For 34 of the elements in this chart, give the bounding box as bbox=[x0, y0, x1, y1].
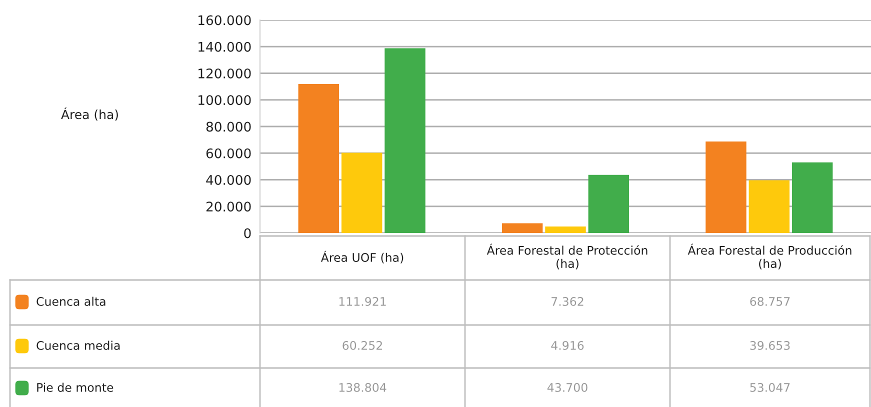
bar bbox=[545, 226, 586, 233]
legend-label: Cuenca alta bbox=[36, 296, 106, 306]
data-label: 39.653 bbox=[750, 340, 790, 350]
data-label: 138.804 bbox=[339, 382, 386, 392]
data-label: 68.757 bbox=[750, 296, 790, 306]
legend-label: Cuenca media bbox=[36, 340, 120, 350]
x-tick-label: Área Forestal de Protección (ha) bbox=[486, 244, 648, 270]
data-label: 4.916 bbox=[551, 340, 584, 350]
y-tick-label: 160.000 bbox=[198, 15, 251, 26]
legend-label: Pie de monte bbox=[37, 382, 114, 392]
bar bbox=[341, 152, 382, 233]
bar bbox=[588, 174, 630, 233]
bar bbox=[298, 84, 340, 233]
bar bbox=[748, 180, 790, 233]
y-tick-label: 100.000 bbox=[198, 95, 251, 106]
y-tick-label: 80.000 bbox=[206, 122, 251, 132]
data-label: 53.047 bbox=[750, 382, 790, 392]
data-label: 7.362 bbox=[552, 296, 584, 306]
text: Área (ha) bbox=[61, 107, 118, 121]
data-label: 43.700 bbox=[547, 382, 588, 392]
y-tick-label: 20.000 bbox=[206, 202, 251, 212]
y-tick-label: 120.000 bbox=[198, 68, 251, 78]
y-tick-label: 40.000 bbox=[206, 174, 251, 185]
x-tick-label: Área UOF (ha) bbox=[320, 250, 404, 264]
bar bbox=[384, 48, 426, 233]
y-tick-label: 0 bbox=[244, 228, 251, 238]
bar bbox=[502, 223, 543, 233]
data-label: 111.921 bbox=[339, 296, 386, 306]
y-tick-label: 140.000 bbox=[198, 42, 251, 52]
data-label: 60.252 bbox=[342, 340, 382, 350]
y-tick-label: 60.000 bbox=[206, 148, 251, 158]
bar bbox=[706, 141, 746, 233]
x-tick-label: Área Forestal de Producción (ha) bbox=[688, 244, 852, 270]
bar bbox=[792, 162, 833, 233]
